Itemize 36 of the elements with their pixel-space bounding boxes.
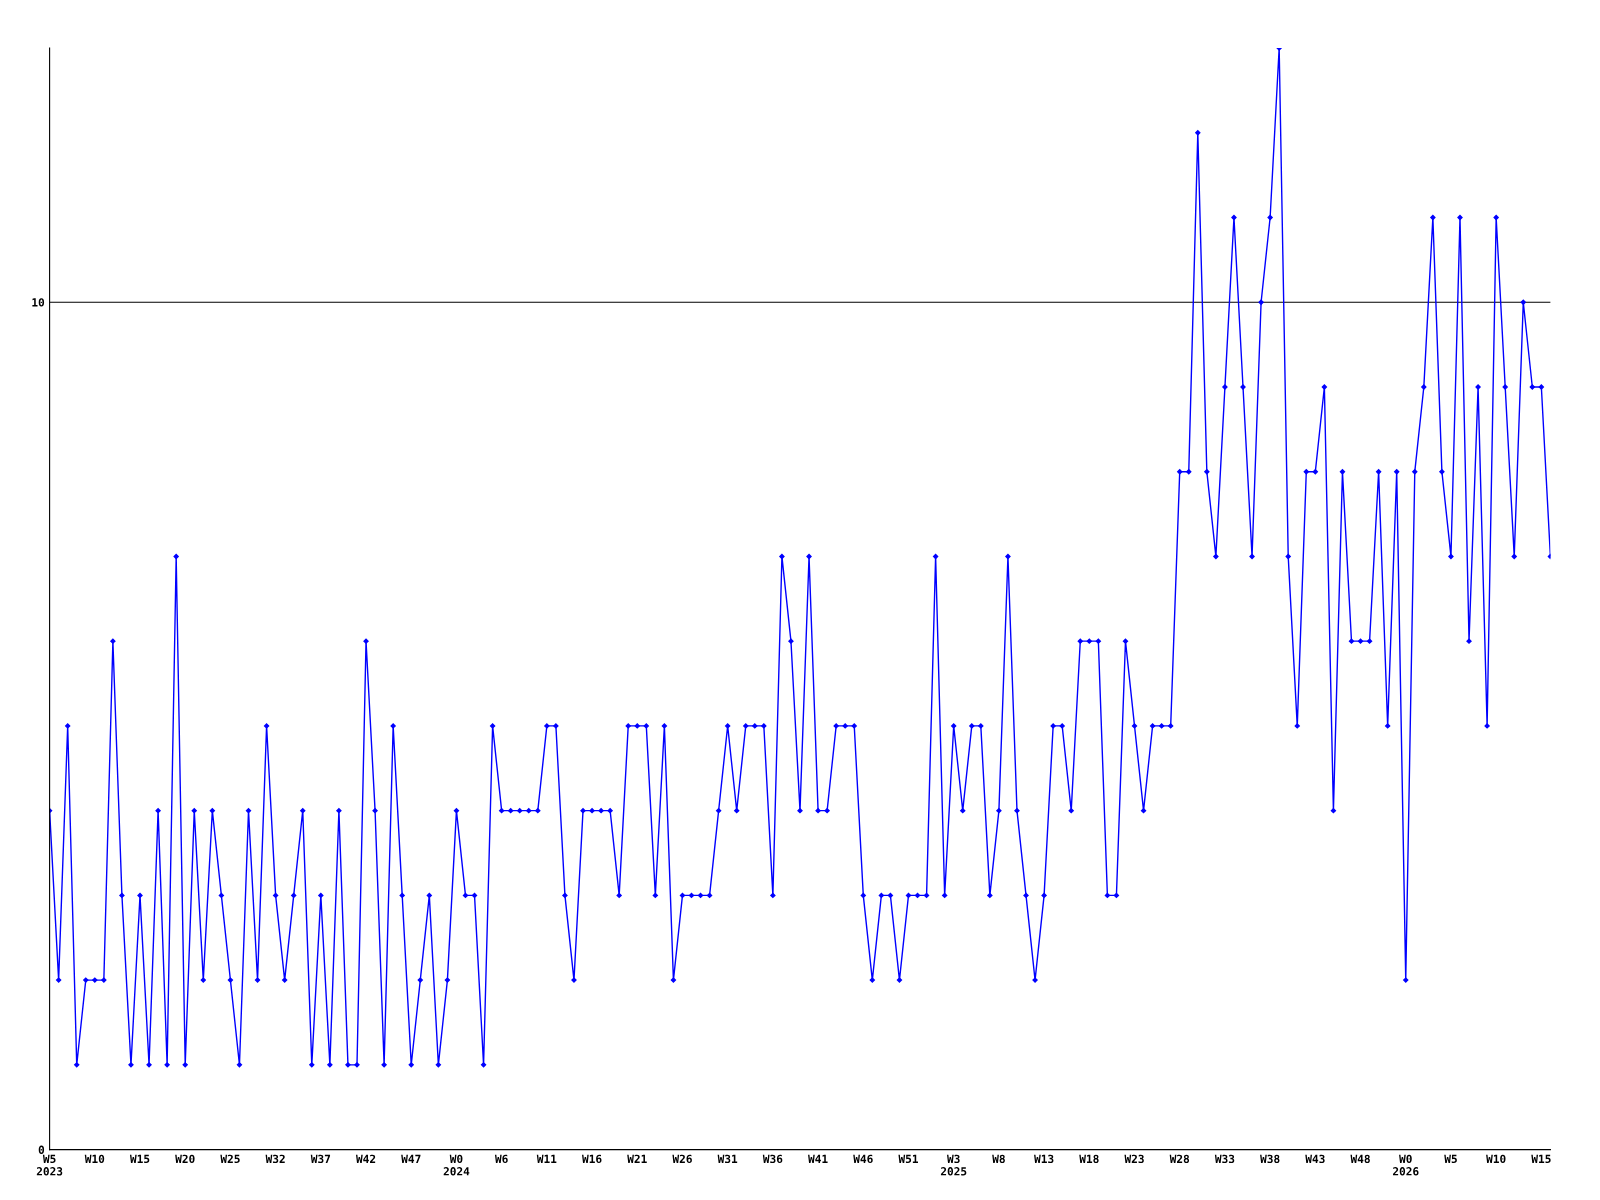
x-tick-label: W25 [220,1154,240,1164]
x-tick-label: W0 2026 [1392,1154,1419,1176]
x-tick-label: W26 [672,1154,692,1164]
x-tick-label: W8 [992,1154,1005,1164]
x-tick-label: W47 [401,1154,421,1163]
x-tick-label: W11 [536,1154,557,1163]
x-tick-label: W37 [310,1154,331,1164]
y-tick-label: 10 [32,298,45,307]
y-tick-label: 0 [38,1145,45,1154]
x-tick-label: W13 [1034,1154,1054,1164]
x-tick-label: W0 2024 [443,1154,470,1176]
x-tick-label: W42 [356,1154,376,1163]
x-tick-label: W20 [175,1154,195,1164]
x-tick-label: W10 [1486,1154,1506,1164]
x-tick-label: W5 2023 [36,1154,63,1176]
x-tick-label: W31 [717,1154,738,1164]
x-tick-label: W28 [1169,1154,1190,1164]
x-tick-label: W10 [84,1154,105,1164]
x-tick-label: W48 [1350,1154,1370,1164]
x-tick-label: W15 [1531,1154,1551,1164]
x-tick-label: W21 [627,1154,647,1163]
x-tick-label: W33 [1214,1154,1235,1164]
x-tick-label: W36 [762,1154,783,1164]
x-tick-label: W51 [898,1154,918,1164]
x-tick-label: W38 [1260,1154,1280,1164]
x-tick-label: W5 [1444,1154,1457,1164]
x-tick-label: W15 [129,1154,150,1164]
x-tick-label: W16 [582,1154,602,1164]
x-tick-label: W6 [494,1154,508,1164]
x-tick-label: W41 [808,1154,828,1163]
x-tick-label: W43 [1305,1154,1325,1164]
x-tick-label: W3 2025 [940,1154,967,1176]
x-tick-label: W23 [1124,1154,1144,1164]
x-tick-label: W32 [265,1154,285,1164]
x-tick-label: W46 [853,1154,873,1164]
x-tick-label: W18 [1079,1154,1099,1164]
